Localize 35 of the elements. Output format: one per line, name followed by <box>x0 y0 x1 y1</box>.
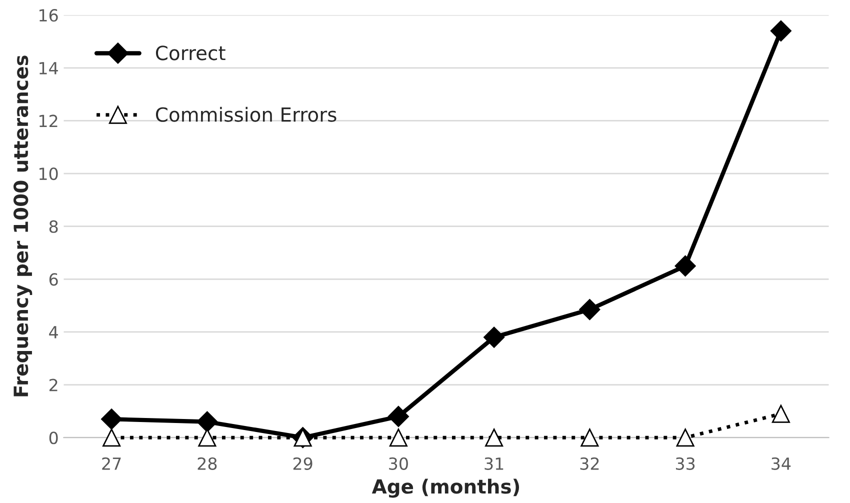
y-tick-label: 0 <box>49 432 58 444</box>
x-tick-label: 28 <box>198 457 217 470</box>
x-tick-label: 34 <box>772 457 791 470</box>
point <box>674 255 696 276</box>
x-tick-label: 27 <box>102 457 121 470</box>
point <box>196 411 218 432</box>
y-tick-label: 8 <box>49 220 58 233</box>
y-axis-title: Frequency per 1000 utterances <box>14 56 32 396</box>
x-tick-label: 33 <box>676 457 695 470</box>
x-tick-label: 32 <box>580 457 599 470</box>
point <box>198 428 216 447</box>
y-tick-label: 6 <box>49 273 58 286</box>
point <box>772 404 790 423</box>
y-tick-label: 4 <box>49 326 58 338</box>
point <box>389 428 408 447</box>
x-axis-title: Age (months) <box>372 478 520 498</box>
legend-label: Correct <box>156 46 226 60</box>
x-tick-label: 29 <box>293 457 312 470</box>
y-tick-label: 12 <box>40 114 58 128</box>
point <box>102 428 121 447</box>
legend-label: Commission Errors <box>156 106 336 122</box>
x-tick-label: 31 <box>484 457 504 470</box>
x-tick-label: 30 <box>389 457 408 470</box>
point <box>676 428 694 447</box>
y-tick-label: 2 <box>50 378 58 392</box>
y-tick-label: 14 <box>40 62 58 74</box>
point <box>770 20 792 42</box>
point <box>101 408 122 430</box>
point <box>579 299 600 320</box>
point <box>580 428 599 447</box>
y-tick-label: 10 <box>40 167 58 180</box>
point <box>388 406 409 427</box>
point <box>485 428 504 447</box>
y-tick-label: 16 <box>40 9 58 22</box>
point <box>484 326 505 348</box>
